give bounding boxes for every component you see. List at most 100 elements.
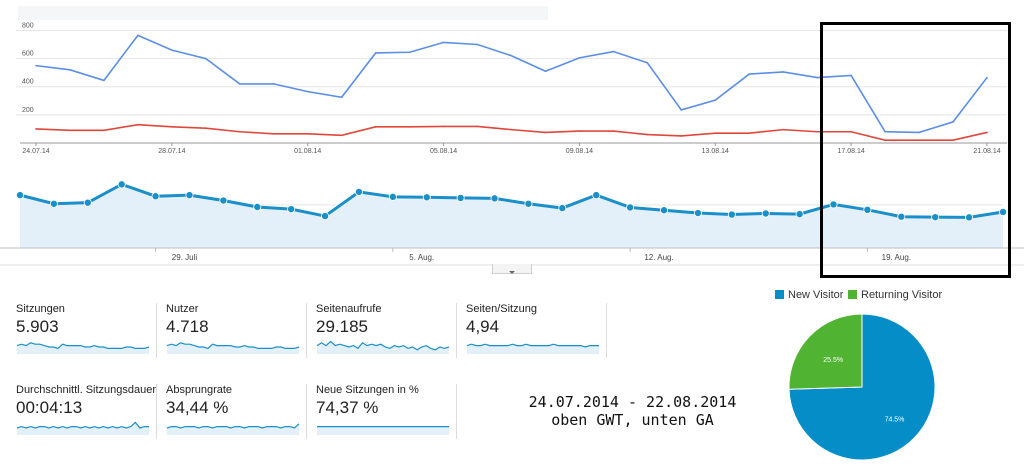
data-point — [306, 90, 309, 93]
chevron-down-icon — [509, 271, 515, 274]
sessions-point — [456, 193, 465, 202]
data-point — [272, 133, 275, 135]
data-point — [748, 132, 751, 134]
metric-value: 00:04:13 — [16, 398, 83, 417]
metric-label: Absprungrate — [166, 384, 233, 396]
data-point — [680, 135, 683, 137]
metric-card[interactable]: Seitenaufrufe 29.185 — [316, 303, 457, 358]
data-point — [646, 62, 649, 64]
data-point — [205, 57, 207, 60]
data-point — [612, 50, 615, 53]
sessions-point — [15, 191, 24, 200]
data-point — [476, 43, 479, 46]
legend-swatch-new — [775, 290, 784, 299]
data-point — [748, 73, 751, 75]
sparkline-line — [166, 423, 300, 429]
data-point — [952, 121, 954, 123]
sessions-point — [49, 199, 58, 208]
sparkline-area — [17, 342, 149, 354]
sessions-point — [626, 203, 635, 212]
x-tick-label: 24.07.14 — [22, 148, 49, 155]
metric-label: Sitzungen — [16, 303, 65, 315]
sparkline-line — [166, 342, 300, 350]
sparkline-area — [317, 426, 449, 435]
x-tick-label: 19. Aug. — [882, 253, 911, 262]
data-point — [374, 52, 377, 54]
metric-card[interactable]: Durchschnittl. Sitzungsdauer 00:04:13 — [16, 384, 157, 439]
data-point — [171, 49, 173, 51]
data-point — [272, 83, 275, 85]
data-point — [884, 139, 886, 141]
data-point — [714, 99, 717, 101]
sessions-point — [795, 210, 804, 219]
sparkline-line — [16, 342, 150, 350]
data-point — [918, 139, 920, 141]
x-tick-label: 28.07.14 — [158, 148, 185, 155]
data-point — [612, 130, 615, 132]
metric-value: 29.185 — [316, 317, 368, 336]
x-tick-label: 09.08.14 — [566, 148, 593, 155]
gwt-line-chart: 200 400 600 800 24.07.14 28.07.14 01.08.14 05.0… — [16, 6, 1007, 155]
x-tick-label: 01.08.14 — [294, 148, 321, 155]
metric-card[interactable]: Neue Sitzungen in % 74,37 % — [316, 384, 457, 439]
data-point — [374, 126, 377, 128]
sessions-point — [727, 210, 736, 219]
data-point — [476, 125, 479, 128]
sessions-point — [897, 212, 906, 221]
x-tick-label: 12. Aug. — [644, 253, 673, 262]
pie-slice-returning-visitor — [788, 313, 863, 390]
legend-returning-visitor[interactable]: Returning Visitor — [848, 289, 942, 301]
sessions-point — [117, 180, 126, 189]
data-point — [510, 128, 513, 131]
data-point — [884, 130, 886, 133]
sessions-point — [354, 187, 363, 196]
data-point — [69, 129, 71, 132]
metric-sparkline — [16, 342, 150, 354]
collapse-chart-button[interactable] — [492, 264, 532, 274]
data-point — [442, 125, 445, 128]
metric-value: 5.903 — [16, 317, 59, 336]
metric-value: 74,37 % — [316, 398, 379, 417]
sessions-point — [999, 207, 1008, 216]
data-point — [816, 130, 818, 133]
data-point — [680, 109, 683, 111]
data-point — [238, 130, 241, 133]
data-point — [782, 128, 785, 131]
metric-card[interactable]: Absprungrate 34,44 % — [166, 384, 307, 439]
sessions-point — [422, 193, 431, 202]
metric-card[interactable]: Seiten/Sitzung 4,94 — [466, 303, 607, 358]
x-tick-label: 17.08.14 — [838, 148, 865, 155]
legend-swatch-returning — [848, 290, 857, 299]
pie-value-label: 74.5% — [885, 416, 905, 423]
sessions-point — [931, 213, 940, 222]
sessions-line — [19, 182, 1004, 219]
metric-label: Nutzer — [166, 303, 199, 315]
data-point — [69, 69, 71, 71]
data-point — [35, 128, 37, 130]
metric-sparkline — [466, 343, 599, 354]
metric-value: 4,94 — [466, 317, 500, 336]
data-point — [340, 134, 343, 137]
sessions-point — [83, 198, 92, 207]
sessions-point — [524, 199, 533, 208]
metric-card[interactable]: Sitzungen 5.903 — [16, 303, 157, 358]
x-tick-label: 29. Juli — [172, 253, 198, 262]
pie-value-label: 25.5% — [823, 357, 843, 364]
metric-label: Durchschnittl. Sitzungsdauer — [16, 384, 157, 396]
metric-label: Seitenaufrufe — [316, 303, 382, 315]
data-point — [918, 131, 920, 134]
sessions-point — [388, 192, 397, 201]
data-point — [171, 126, 173, 128]
data-point — [850, 130, 852, 133]
metric-sparkline — [16, 421, 149, 435]
sessions-area — [20, 184, 1003, 248]
data-point — [544, 70, 547, 73]
x-tick-label: 05.08.14 — [430, 148, 457, 155]
legend-new-visitor[interactable]: New Visitor — [775, 289, 843, 301]
metric-card[interactable]: Nutzer 4.718 — [166, 303, 307, 358]
sparkline-line — [316, 340, 450, 351]
sessions-point — [660, 206, 669, 215]
data-point — [408, 51, 411, 54]
metric-sparkline — [316, 340, 450, 354]
data-point — [714, 132, 717, 134]
